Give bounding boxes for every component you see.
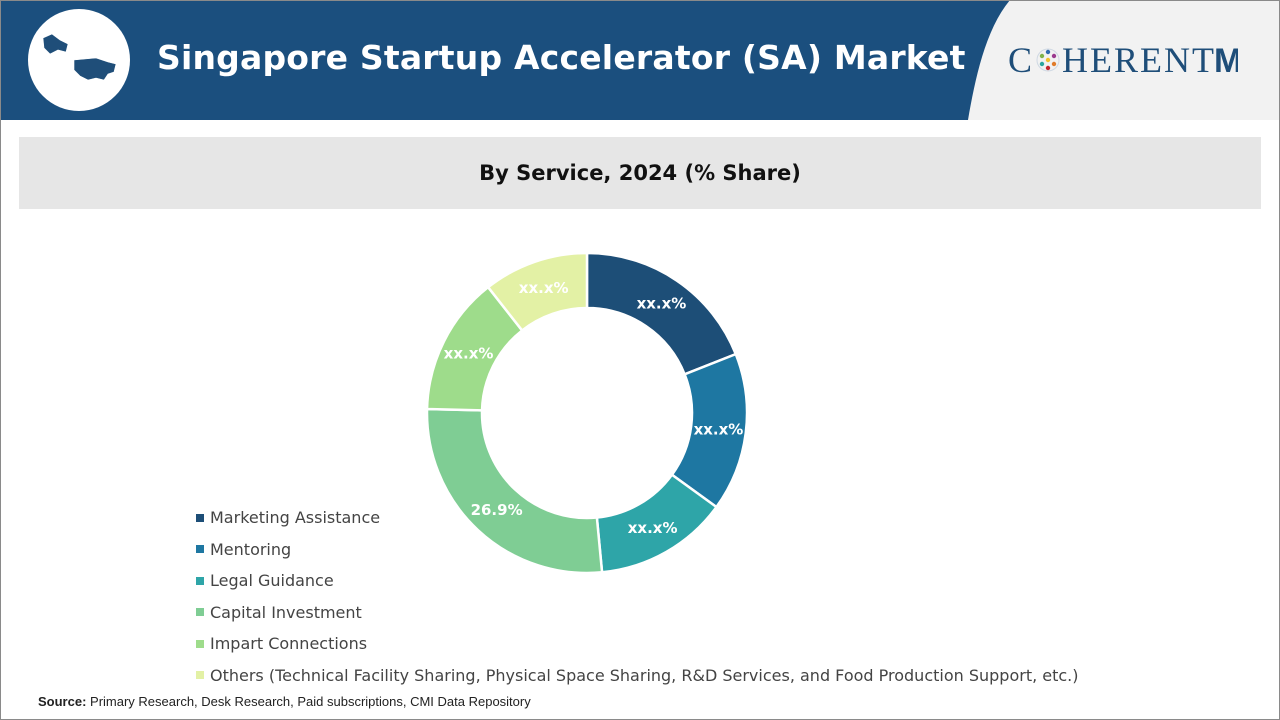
chart-subheader: By Service, 2024 (% Share) <box>19 137 1261 209</box>
slice-label-0: xx.x% <box>637 294 687 312</box>
svg-text:M: M <box>1214 42 1238 80</box>
slice-label-4: xx.x% <box>444 345 494 363</box>
source-note: Source: Primary Research, Desk Research,… <box>38 694 531 709</box>
legend-label: Mentoring <box>210 539 292 559</box>
donut-slice-5 <box>486 251 589 333</box>
svg-text:C: C <box>1008 40 1034 80</box>
logo-dot-globe-icon <box>1036 48 1060 72</box>
legend-swatch <box>196 639 204 648</box>
donut-slice-3 <box>425 407 604 575</box>
legend-item-0: Marketing Assistance <box>196 502 1079 534</box>
legend-swatch <box>196 608 204 617</box>
slice-label-3: 26.9% <box>471 501 523 519</box>
legend-swatch <box>196 513 204 522</box>
legend-label: Legal Guidance <box>210 571 334 591</box>
banner-background <box>0 0 1280 120</box>
legend-item-4: Impart Connections <box>196 628 1079 660</box>
legend-label: Others (Technical Facility Sharing, Phys… <box>210 665 1079 685</box>
svg-text:HERENT: HERENT <box>1062 40 1216 80</box>
legend-swatch <box>196 545 204 554</box>
legend-swatch <box>196 671 204 680</box>
legend-label: Impart Connections <box>210 634 368 654</box>
slice-label-2: xx.x% <box>628 519 678 537</box>
legend-item-1: Mentoring <box>196 534 1079 566</box>
legend-item-2: Legal Guidance <box>196 565 1079 597</box>
header-banner: Singapore Startup Accelerator (SA) Marke… <box>0 0 1280 120</box>
logo-graphic: C HERENT M <box>1008 40 1238 80</box>
slice-label-1: xx.x% <box>694 421 744 439</box>
slice-label-5: xx.x% <box>519 279 569 297</box>
legend-label: Capital Investment <box>210 602 362 622</box>
usa-map-icon <box>42 33 117 81</box>
page-title: Singapore Startup Accelerator (SA) Marke… <box>157 38 966 77</box>
legend-item-5: Others (Technical Facility Sharing, Phys… <box>196 660 1079 692</box>
chart-title: By Service, 2024 (% Share) <box>479 161 801 185</box>
legend-label: Marketing Assistance <box>210 508 381 528</box>
legend-swatch <box>196 576 204 585</box>
legend-item-3: Capital Investment <box>196 597 1079 629</box>
source-label: Source: <box>38 694 87 709</box>
chart-legend: Marketing Assistance Mentoring Legal Guida… <box>196 502 1079 691</box>
source-text: Primary Research, Desk Research, Paid su… <box>86 694 531 709</box>
